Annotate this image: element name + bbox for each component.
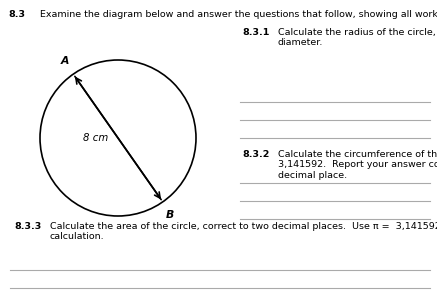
Text: 8 cm: 8 cm — [83, 133, 108, 143]
Text: Calculate the radius of the circle, given that AB is the
diameter.: Calculate the radius of the circle, give… — [278, 28, 437, 47]
Text: Calculate the area of the circle, correct to two decimal places.  Use π =  3,141: Calculate the area of the circle, correc… — [50, 222, 437, 241]
Text: 8.3: 8.3 — [8, 10, 25, 19]
Text: A: A — [61, 56, 69, 66]
Text: 8.3.1: 8.3.1 — [242, 28, 269, 37]
Text: Examine the diagram below and answer the questions that follow, showing all work: Examine the diagram below and answer the… — [40, 10, 437, 19]
Text: Calculate the circumference of the circle, using π =
3,141592.  Report your answ: Calculate the circumference of the circl… — [278, 150, 437, 180]
Text: B: B — [166, 210, 174, 220]
Text: 8.3.3: 8.3.3 — [14, 222, 41, 231]
Text: 8.3.2: 8.3.2 — [242, 150, 269, 159]
